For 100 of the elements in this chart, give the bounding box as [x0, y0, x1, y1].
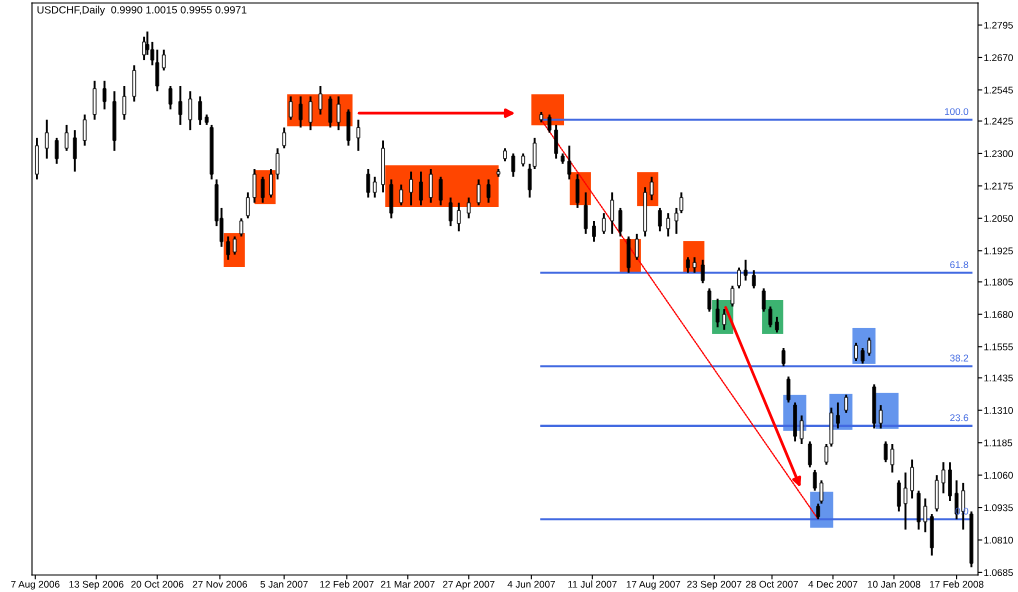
- candlestick: [618, 206, 623, 238]
- candlestick: [72, 129, 77, 173]
- x-tick-label: 27 Nov 2006: [192, 580, 248, 588]
- candlestick: [532, 136, 537, 170]
- candlestick: [366, 168, 371, 199]
- y-tick-label: 1.2425: [984, 117, 1013, 125]
- candlestick: [583, 191, 588, 235]
- candlestick: [666, 212, 671, 238]
- y-tick-label: 1.0685: [984, 569, 1013, 577]
- x-tick-label: 17 Aug 2007: [626, 580, 681, 590]
- candlestick: [419, 170, 423, 207]
- x-tick-label: 23 Sep 2007: [687, 580, 742, 590]
- candlestick: [282, 126, 287, 150]
- x-tick-label: 7 Aug 2006: [11, 580, 60, 590]
- candlestick: [356, 118, 361, 152]
- candlestick: [438, 175, 443, 207]
- y-tick-label: 1.1555: [984, 343, 1013, 351]
- y-tick-label: 1.1060: [984, 471, 1013, 479]
- candlestick: [102, 79, 107, 111]
- candlestick: [511, 152, 516, 178]
- series-label: 38.2: [950, 354, 969, 362]
- y-tick-label: 1.2050: [984, 215, 1013, 222]
- candlestick: [722, 308, 727, 331]
- candlestick: [308, 95, 313, 132]
- y-tick-label: 1.1680: [984, 311, 1013, 318]
- candlestick: [476, 178, 481, 207]
- y-tick-label: 1.2300: [984, 150, 1013, 158]
- x-tick-label: 10 Jan 2008: [867, 580, 921, 588]
- x-tick-label: 21 Mar 2007: [380, 580, 435, 588]
- candlestick: [409, 170, 413, 207]
- candlestick: [188, 90, 193, 132]
- candlestick: [82, 113, 87, 147]
- candlestick: [807, 440, 812, 469]
- series-label: 61.8: [950, 261, 969, 269]
- candlestick: [743, 258, 748, 282]
- x-tick-label: 28 Oct 2007: [746, 580, 798, 588]
- candlestick: [634, 232, 639, 261]
- candlestick: [799, 414, 804, 445]
- y-tick-label: 1.2175: [984, 182, 1013, 190]
- candlestick: [328, 95, 333, 129]
- y-tick-label: 1.2670: [984, 54, 1013, 62]
- candlestick: [122, 85, 127, 121]
- candlestick: [428, 168, 433, 204]
- candlestick: [554, 123, 558, 160]
- candlestick: [178, 85, 183, 126]
- candlestick: [737, 266, 741, 290]
- candlestick: [399, 183, 404, 207]
- candlestick: [715, 297, 720, 329]
- candlestick: [168, 85, 173, 111]
- candlestick: [768, 305, 773, 329]
- candlestick: [910, 458, 914, 500]
- candlestick: [730, 284, 735, 308]
- y-tick-label: 1.1805: [984, 278, 1013, 286]
- candlestick: [239, 217, 244, 238]
- x-tick-label: 4 Jun 2007: [507, 580, 555, 588]
- candlestick: [819, 479, 824, 505]
- candlestick: [707, 287, 712, 313]
- y-tick-label: 1.1925: [984, 247, 1013, 255]
- candlestick: [269, 168, 273, 199]
- candlestick: [592, 219, 596, 243]
- candlestick: [658, 206, 662, 233]
- y-tick-label: 1.1185: [984, 439, 1013, 447]
- candlestick: [232, 235, 237, 256]
- candlestick: [198, 95, 203, 126]
- x-tick-label: 12 Feb 2007: [320, 580, 374, 588]
- x-tick-label: 17 Feb 2008: [930, 580, 984, 588]
- x-tick-label: 27 Apr 2007: [443, 580, 495, 590]
- y-tick-label: 1.0810: [984, 536, 1013, 544]
- candlestick: [786, 375, 791, 404]
- x-tick-label: 11 Jul 2007: [568, 580, 617, 588]
- x-tick-label: 4 Dec 2007: [808, 580, 858, 588]
- candlestick: [761, 287, 766, 313]
- candlestick: [318, 85, 323, 116]
- x-tick-label: 13 Sep 2006: [69, 580, 124, 590]
- candlestick: [336, 95, 341, 132]
- candlestick: [527, 162, 532, 199]
- candlestick: [298, 95, 303, 129]
- candlestick: [54, 136, 59, 165]
- candlestick: [466, 196, 471, 220]
- candlestick: [575, 173, 580, 209]
- candlestick: [601, 212, 606, 235]
- candlestick: [64, 123, 69, 152]
- candlestick: [923, 497, 928, 534]
- y-tick-label: 1.2545: [984, 86, 1013, 94]
- candlestick: [161, 48, 166, 72]
- candlestick: [252, 168, 257, 204]
- candlestick: [547, 113, 552, 134]
- candlestick: [610, 191, 615, 235]
- candlestick: [751, 269, 756, 290]
- candlestick: [155, 48, 160, 93]
- candlestick: [226, 235, 231, 261]
- candlestick: [142, 35, 146, 62]
- candlestick: [246, 191, 250, 220]
- candlestick: [903, 471, 908, 531]
- candlestick: [890, 443, 895, 474]
- chart-title: USDCHF,Daily 0.9990 1.0015 0.9955 0.9971: [37, 5, 247, 16]
- series-label: 100.0: [945, 108, 969, 116]
- candlestick: [456, 201, 461, 233]
- candlestick: [44, 118, 49, 160]
- candlestick: [448, 196, 453, 228]
